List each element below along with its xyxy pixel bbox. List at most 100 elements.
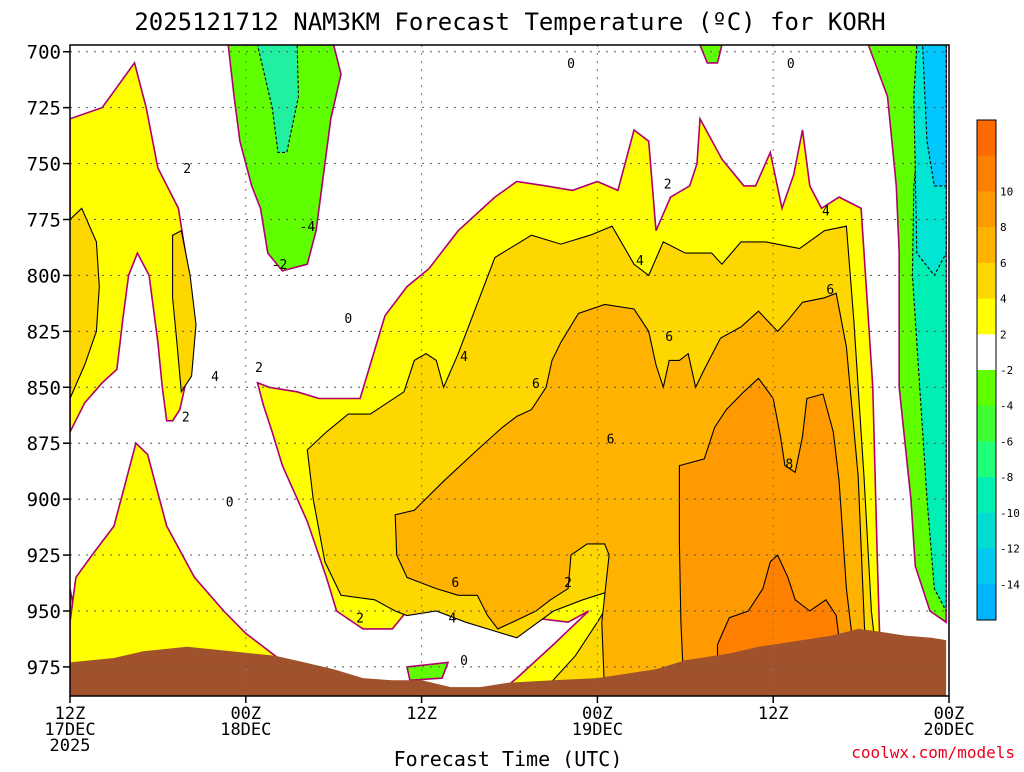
contour-line--6-0: [256, 45, 300, 153]
contour-label: 2: [182, 410, 190, 425]
temp-fill-8-0: [679, 378, 854, 685]
colorbar-frame: [976, 119, 997, 621]
contour-label: 4: [211, 370, 219, 385]
colorbar-swatch: [977, 191, 996, 228]
x-tick-label: 00Z: [582, 704, 613, 724]
colorbar-swatch: [977, 334, 996, 371]
colorbar-label: -6: [1000, 435, 1013, 448]
contour-label: 4: [822, 205, 830, 220]
contour-label: 6: [532, 377, 540, 392]
y-tick-label: 825: [27, 321, 61, 343]
plot-frame: [69, 44, 950, 697]
contour-label: 0: [787, 57, 795, 72]
contour-label: -4: [300, 220, 316, 235]
colorbar-swatch: [977, 477, 996, 514]
contour-label: 6: [451, 576, 459, 591]
y-tick-label: 725: [27, 98, 61, 120]
colorbar-label: 8: [1000, 221, 1007, 234]
colorbar-swatch: [977, 441, 996, 478]
x-tick-label: 00Z: [934, 704, 965, 724]
y-tick-label: 875: [27, 433, 61, 455]
contour-line-4-1: [172, 229, 197, 394]
colorbar-swatch: [977, 298, 996, 335]
colorbar-swatch: [977, 405, 996, 442]
credit-text: coolwx.com/models: [851, 743, 1015, 762]
contour-line--4-1: [699, 45, 723, 64]
temp-fill--4-0: [228, 45, 341, 271]
x-tick-label: 12Z: [55, 704, 86, 724]
temp-fill-4-1: [172, 230, 196, 392]
x-tick-label: 12Z: [758, 704, 789, 724]
colorbar-label: -8: [1000, 471, 1013, 484]
y-tick-label: 775: [27, 209, 61, 231]
y-tick-label: 925: [27, 545, 61, 567]
contour-label: 0: [226, 495, 234, 510]
contour-label: -2: [272, 258, 288, 273]
y-tick-label: 800: [27, 265, 61, 287]
x-axis-title: Forecast Time (UTC): [394, 747, 623, 768]
contour-label: 6: [607, 433, 615, 448]
colorbar-swatch: [977, 227, 996, 264]
colorbar-swatch: [977, 370, 996, 407]
contour-label: 4: [448, 612, 456, 627]
contour-label: 8: [785, 457, 793, 472]
contour-label: 2: [255, 361, 263, 376]
x-tick-label: 00Z: [230, 704, 261, 724]
x-tick-label: 20DEC: [923, 720, 974, 740]
contour-line--12-0: [913, 45, 947, 277]
contour-label: 6: [826, 283, 834, 298]
contour-line--14-0: [922, 45, 947, 187]
contour-label: 4: [460, 350, 468, 365]
colorbar-swatch: [977, 584, 996, 621]
contour-line-2-0: [70, 61, 193, 433]
y-tick-label: 850: [27, 377, 61, 399]
colorbar-label: -14: [1000, 578, 1020, 591]
contour-line-6-0: [394, 292, 867, 696]
contour-label: 0: [567, 57, 575, 72]
contour-line--4-0: [227, 45, 342, 272]
contour-label: 2: [664, 178, 672, 193]
x-tick-label: 17DEC: [44, 720, 95, 740]
colorbar-label: 10: [1000, 185, 1013, 198]
temp-fill--4-1: [700, 45, 722, 63]
y-tick-label: 900: [27, 489, 61, 511]
colorbar-swatch: [977, 120, 996, 157]
colorbar-label: -4: [1000, 400, 1014, 413]
y-tick-label: 750: [27, 154, 61, 176]
colorbar-label: 4: [1000, 293, 1007, 306]
colorbar-label: 2: [1000, 328, 1007, 341]
chart-title: 2025121712 NAM3KM Forecast Temperature (…: [134, 8, 885, 36]
contour-label: 2: [183, 162, 191, 177]
temp-fill-2-1: [70, 443, 341, 690]
temp-fill-2-0: [70, 62, 192, 433]
x-tick-label: 18DEC: [220, 720, 271, 740]
contour-label: 2: [356, 612, 364, 627]
temp-fill-4-0: [70, 208, 100, 399]
x-tick-label: 2025: [50, 736, 91, 756]
temp-fill--14-0: [922, 45, 947, 186]
temp-fill--4-3: [407, 662, 448, 681]
terrain-fill: [70, 628, 947, 696]
contour-label: 0: [344, 312, 352, 327]
contour-line--4-3: [406, 661, 450, 682]
y-tick-label: 975: [27, 657, 61, 679]
contour-line-4-0: [70, 207, 100, 399]
temp-fill--6-0: [257, 45, 299, 153]
plot-region: 2 -4 -2 0 0 0 4 2 2 0 4 6 6 6 4 2 4 6 8 6 4 2 2 0: [70, 45, 949, 696]
x-tick-label: 12Z: [406, 704, 437, 724]
x-tick-label: 19DEC: [572, 720, 623, 740]
colorbar-label: -2: [1000, 364, 1013, 377]
y-tick-label: 950: [27, 601, 61, 623]
colorbar-label: 6: [1000, 257, 1007, 270]
colorbar-swatch: [977, 262, 996, 300]
colorbar-swatch: [977, 512, 996, 550]
colorbar-swatch: [977, 155, 996, 192]
contour-label: 2: [564, 576, 572, 591]
colorbar-swatch: [977, 548, 996, 585]
y-tick-label: 700: [27, 42, 61, 64]
contour-label: 0: [460, 654, 468, 669]
colorbar-label: -12: [1000, 543, 1020, 556]
contour-line-4-2: [306, 225, 877, 696]
